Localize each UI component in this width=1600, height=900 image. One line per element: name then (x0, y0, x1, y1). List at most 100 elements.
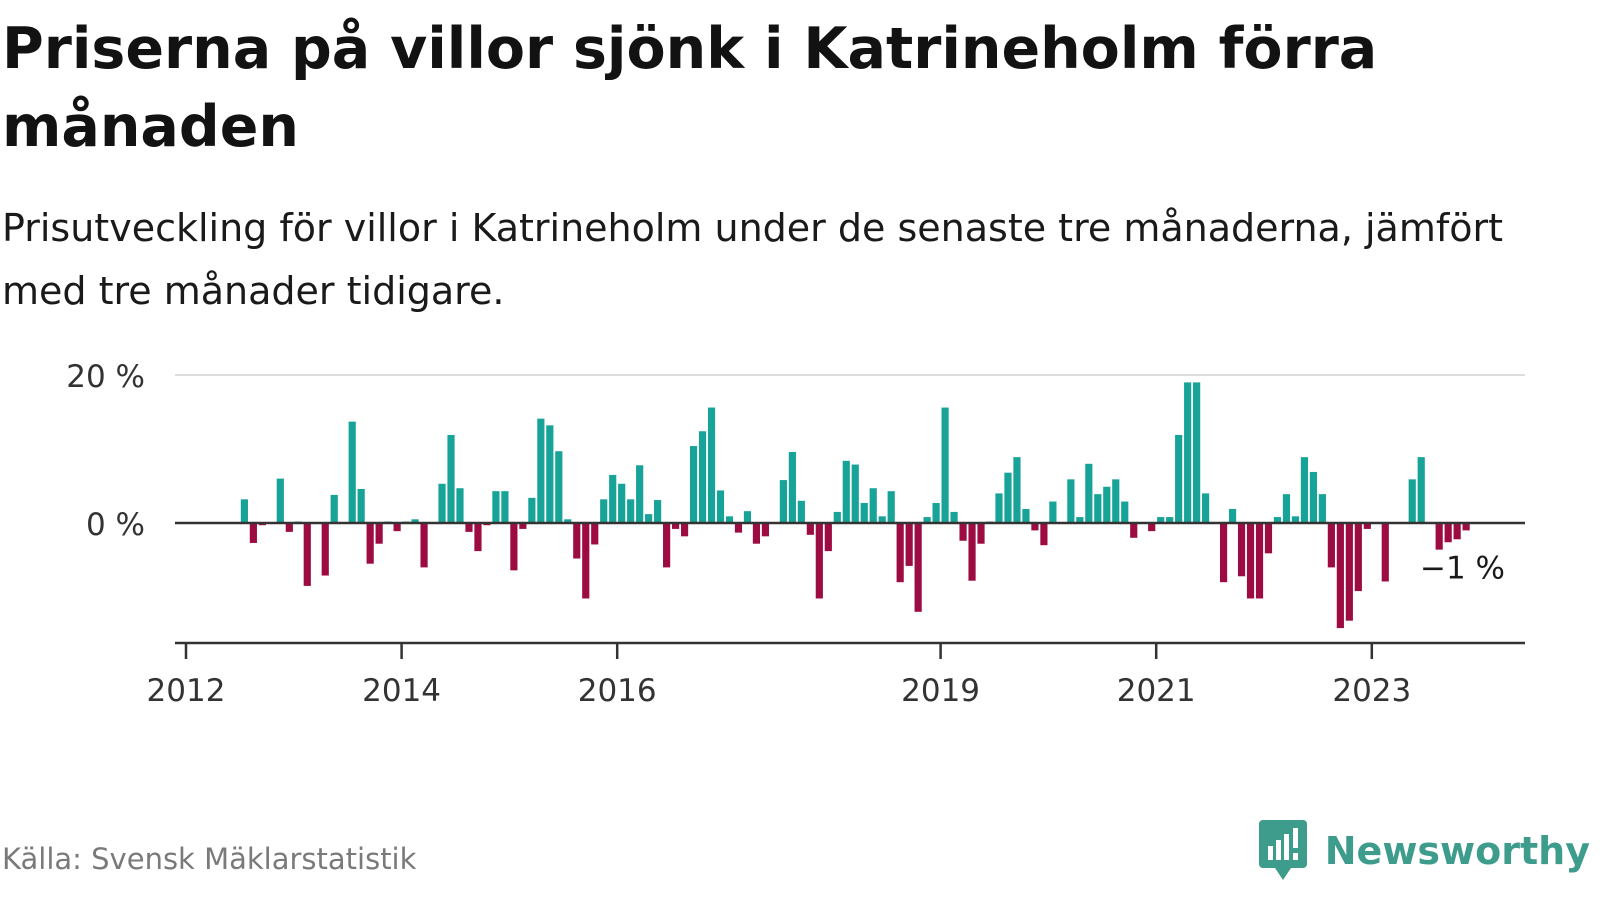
bar (303, 523, 311, 586)
bar (528, 497, 536, 523)
bar (860, 503, 868, 523)
bar (1013, 457, 1021, 523)
bar (1004, 472, 1012, 523)
x-tick-label: 2023 (1332, 673, 1411, 709)
x-tick-label: 2014 (362, 673, 441, 709)
x-tick-label: 2021 (1117, 673, 1196, 709)
bar (636, 465, 644, 523)
bar (1166, 517, 1174, 523)
bar (1336, 523, 1344, 629)
bar (1327, 523, 1335, 568)
bar (591, 523, 599, 545)
bar (1228, 508, 1237, 523)
bar (447, 434, 455, 523)
bar (689, 446, 698, 523)
bar (1417, 457, 1425, 523)
x-tick-label: 2012 (147, 673, 226, 709)
brand-name: Newsworthy (1324, 829, 1590, 873)
bar (537, 418, 545, 523)
x-tick-label: 2016 (578, 673, 657, 709)
bar (600, 499, 608, 523)
bar (357, 488, 365, 523)
bar (1273, 517, 1282, 523)
bar (1237, 523, 1246, 577)
bar (1264, 523, 1273, 554)
bar (1121, 501, 1129, 523)
bar (285, 523, 293, 532)
bar (725, 516, 734, 523)
bar (1282, 494, 1291, 523)
bar (914, 523, 922, 612)
bar (761, 523, 770, 537)
bar (995, 493, 1003, 523)
bar (941, 407, 949, 523)
bar (1202, 493, 1210, 523)
bar (716, 490, 725, 523)
bar (1022, 508, 1030, 523)
bar (824, 523, 832, 552)
bar (1067, 479, 1075, 523)
bar (887, 491, 895, 523)
bar (1049, 501, 1057, 523)
bars (175, 382, 1525, 629)
bar (923, 517, 931, 523)
bar (555, 451, 563, 523)
bar (465, 523, 473, 532)
y-axis-labels: 0 % 20 % (66, 359, 145, 543)
bar (896, 523, 904, 583)
bar (806, 523, 814, 535)
bar (1462, 523, 1470, 531)
bar (420, 523, 428, 568)
bar (582, 523, 590, 599)
bar (1453, 523, 1461, 540)
bar (905, 523, 913, 566)
bar (510, 523, 518, 571)
chart-title: Priserna på villor sjönk i Katrineholm f… (2, 16, 1378, 160)
bar (968, 523, 976, 581)
bar (1219, 523, 1228, 583)
bar (546, 425, 554, 523)
bar (1300, 457, 1309, 523)
bar (663, 523, 671, 568)
bar (698, 431, 707, 523)
bar (249, 523, 257, 543)
bar (348, 421, 356, 523)
source-note: Källa: Svensk Mäklarstatistik (2, 842, 417, 876)
last-value-annotation: −1 % (1420, 550, 1505, 586)
bar (932, 503, 940, 523)
bar (366, 523, 374, 564)
bar (1246, 523, 1255, 599)
bar (1184, 382, 1192, 523)
bar (375, 523, 383, 544)
y-tick-label: 0 % (86, 507, 145, 543)
bar (752, 523, 761, 544)
x-axis: 2012 2014 2016 2019 2021 2023 (147, 641, 1525, 709)
bar (654, 500, 662, 523)
x-tick-label: 2019 (901, 673, 980, 709)
bar (1345, 523, 1353, 621)
bar (779, 480, 787, 523)
bar (959, 523, 967, 541)
bar (1130, 523, 1138, 538)
bar (1112, 479, 1120, 523)
bar (393, 523, 401, 532)
y-tick-label: 20 % (66, 359, 145, 395)
bar (627, 499, 635, 523)
bar (1103, 486, 1111, 523)
bar (842, 460, 850, 523)
bar (1291, 516, 1300, 523)
bar (501, 491, 509, 523)
bar (1309, 471, 1317, 523)
bar (878, 516, 886, 523)
bar (1040, 523, 1048, 546)
bar (977, 523, 985, 544)
bar (1444, 523, 1452, 543)
bar (276, 478, 284, 523)
bar (950, 511, 958, 523)
bar (680, 523, 689, 537)
bar (519, 523, 527, 529)
bar (1148, 523, 1156, 532)
bar (240, 499, 248, 523)
bar (707, 407, 716, 523)
bar (645, 514, 653, 523)
